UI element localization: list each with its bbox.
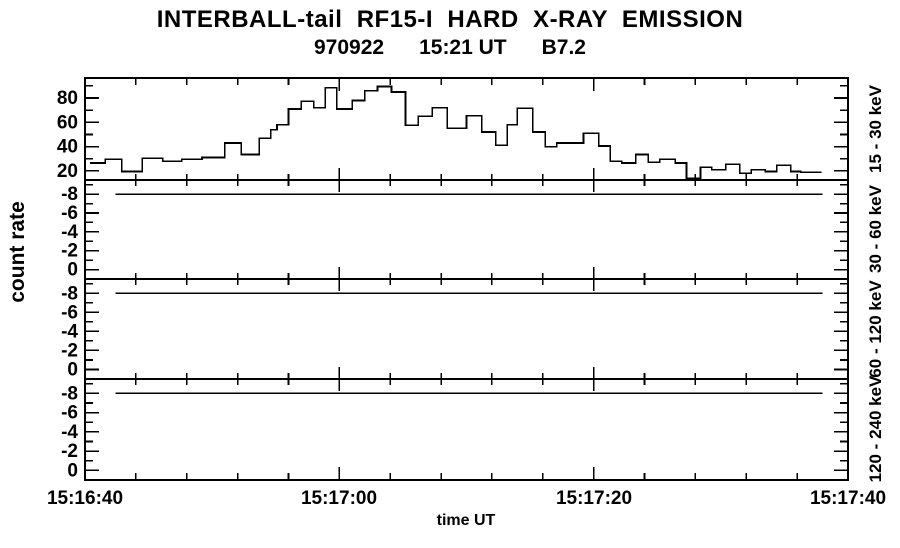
y-tick-label: -8 xyxy=(61,283,78,304)
y-tick-label: 0 xyxy=(67,260,78,281)
y-tick-label: -8 xyxy=(61,383,78,404)
y-tick-label: 0 xyxy=(67,460,78,481)
y-tick-label: -2 xyxy=(61,340,78,361)
y-tick-label: -2 xyxy=(61,441,78,462)
x-tick-label: 15:17:40 xyxy=(809,488,887,509)
y-tick-label: 80 xyxy=(57,88,78,109)
x-tick-label: 15:16:40 xyxy=(46,488,124,509)
chart-subtitle: 970922 15:21 UT B7.2 xyxy=(314,36,586,59)
y-tick-label: -4 xyxy=(61,321,78,342)
y-tick-label: 20 xyxy=(57,161,78,182)
histogram-series xyxy=(90,85,822,179)
y-tick-label: 60 xyxy=(57,112,78,133)
x-tick-label: 15:17:20 xyxy=(555,488,633,509)
y-tick-label: -4 xyxy=(61,222,78,243)
panel-frame xyxy=(84,378,849,481)
panel-label-120-240-kev: 120 - 240 keV xyxy=(866,375,885,483)
y-tick-label: -4 xyxy=(61,422,78,443)
y-tick-label: -6 xyxy=(61,203,78,224)
y-tick-label: 0 xyxy=(67,359,78,380)
chart-title: INTERBALL-tail RF15-I HARD X-RAY EMISSIO… xyxy=(156,6,744,33)
x-tick-label: 15:17:00 xyxy=(300,488,378,509)
y-tick-label: 40 xyxy=(57,137,78,158)
y-tick-label: -2 xyxy=(61,241,78,262)
x-axis-title: time UT xyxy=(436,512,496,529)
y-axis-title: count rate xyxy=(6,201,29,303)
y-tick-label: -6 xyxy=(61,403,78,424)
y-tick-label: -6 xyxy=(61,302,78,323)
y-tick-label: -8 xyxy=(61,184,78,205)
